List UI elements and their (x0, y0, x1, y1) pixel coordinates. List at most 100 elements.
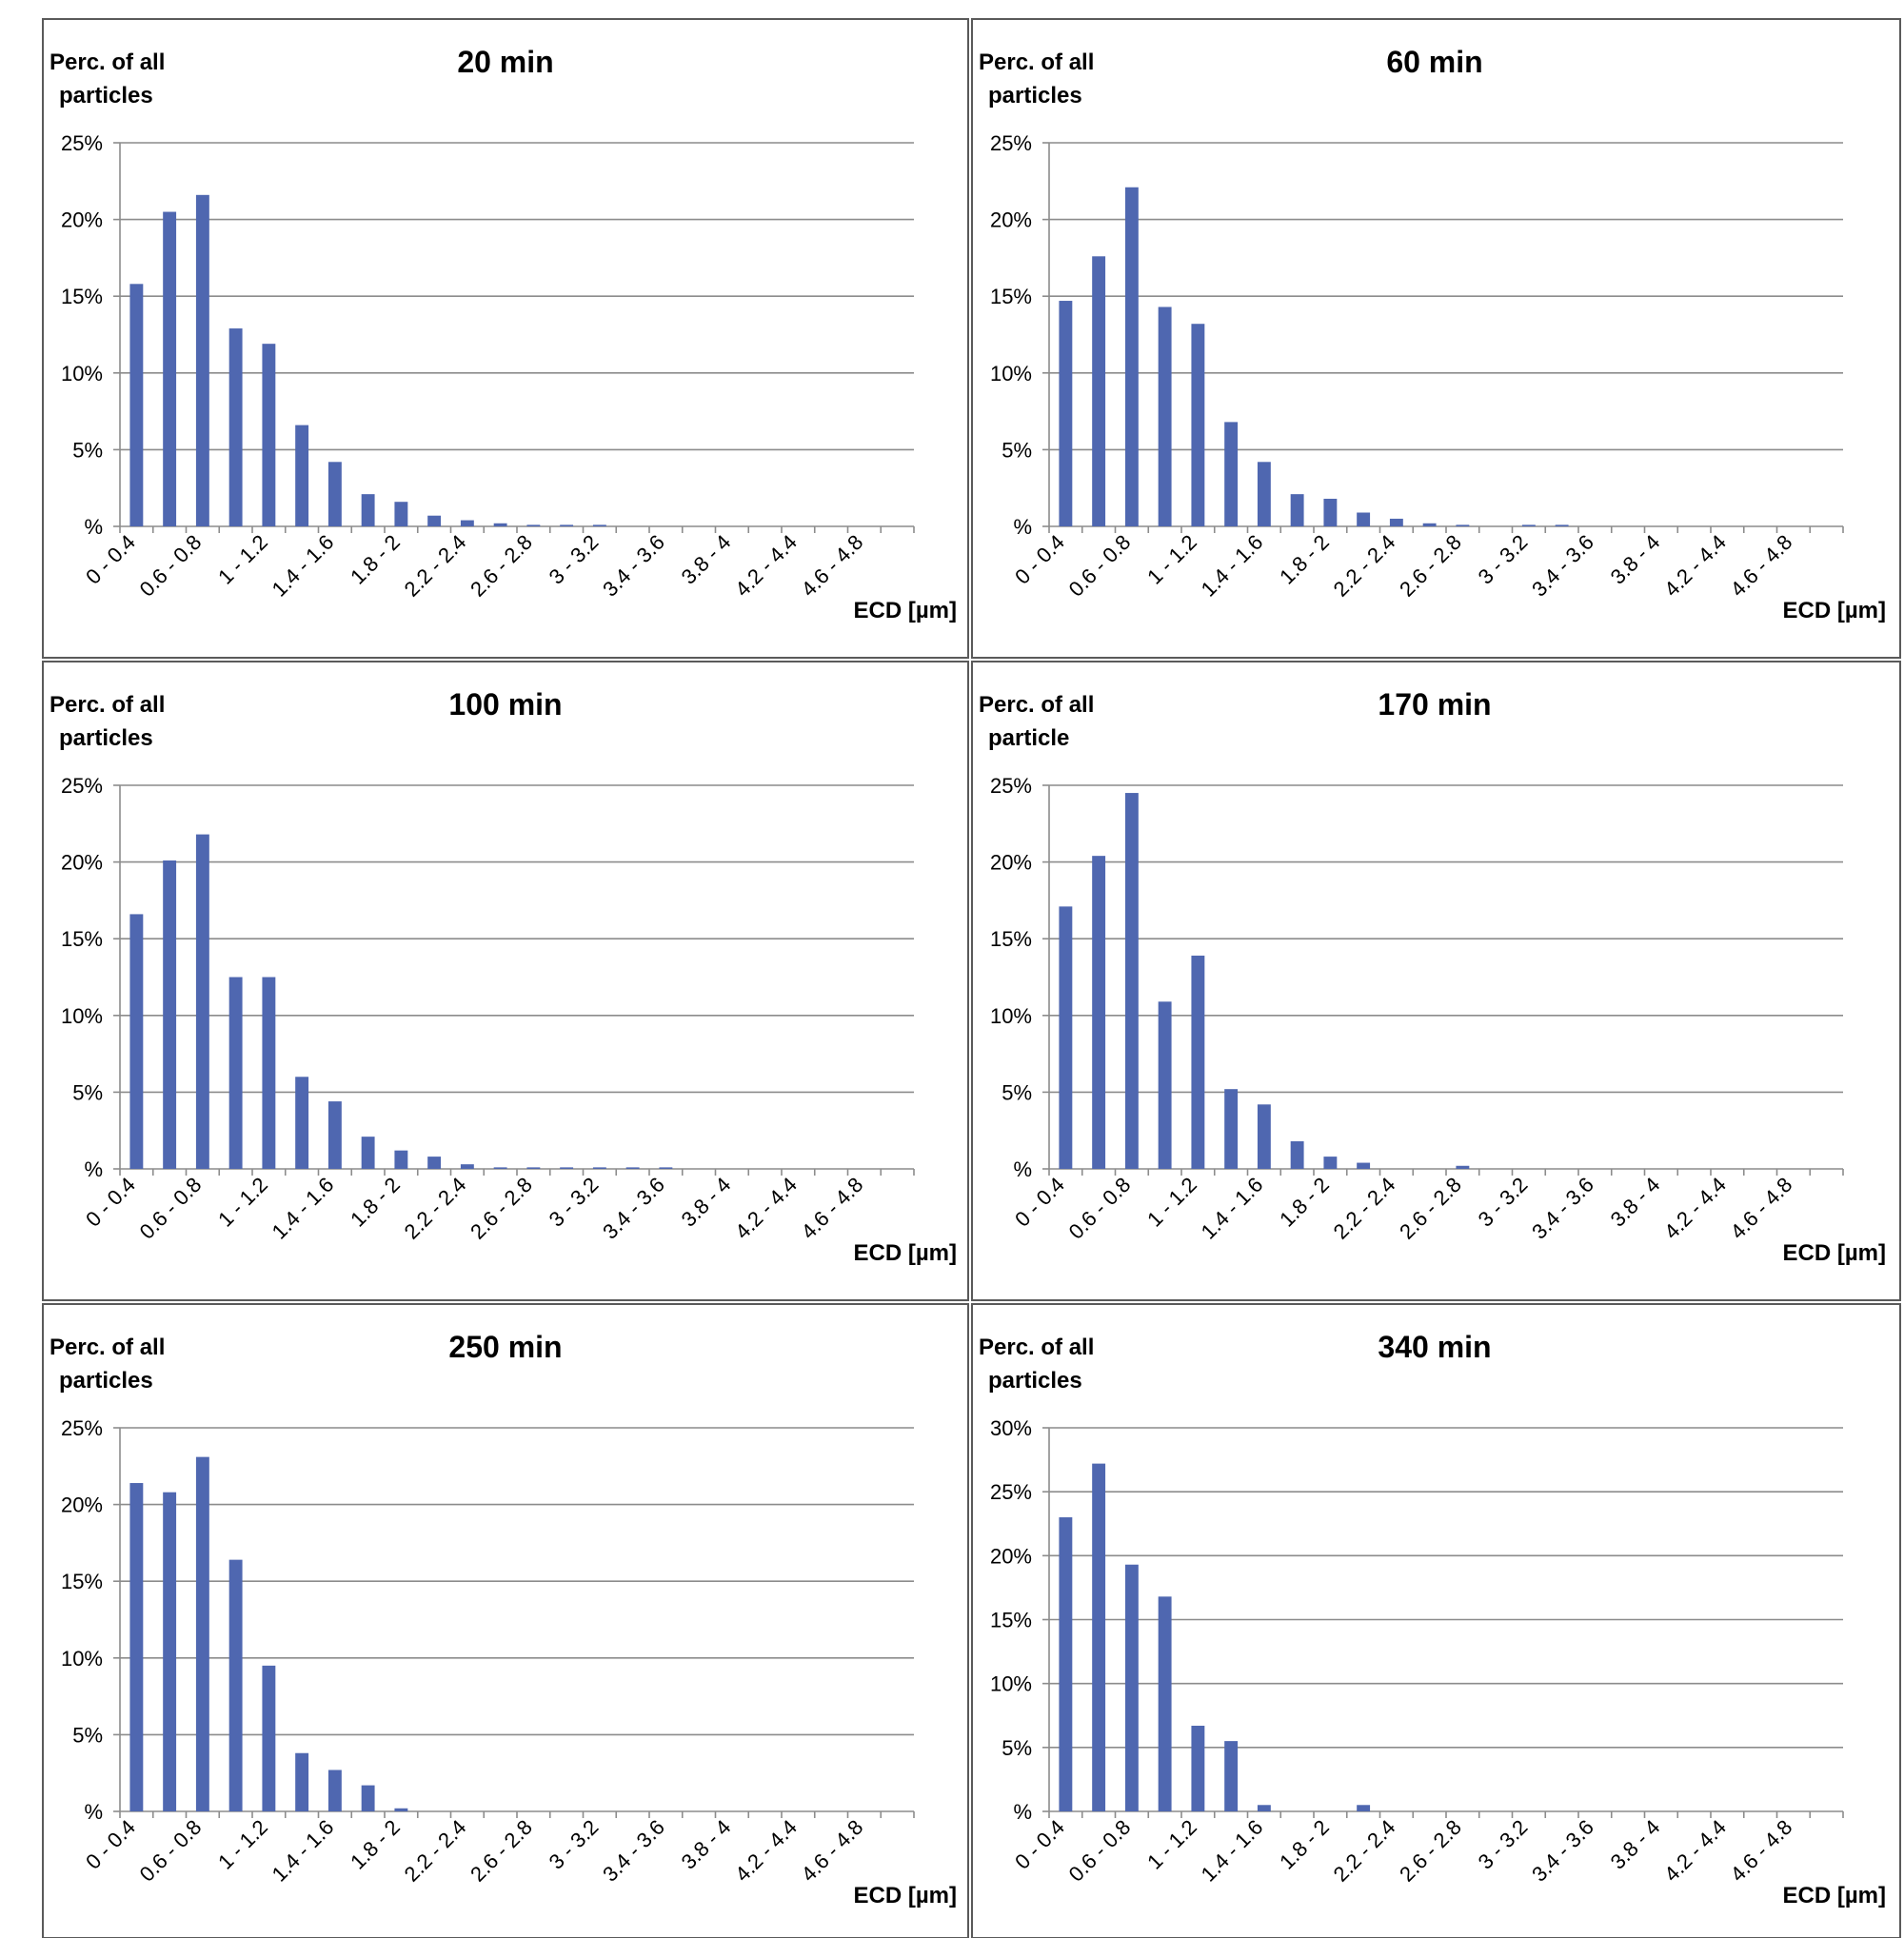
x-axis-label: ECD [µm] (1783, 598, 1887, 623)
bar (327, 1770, 342, 1811)
y-tick-label: 25% (61, 1416, 103, 1440)
bar (526, 524, 541, 526)
bar (1191, 324, 1205, 526)
chart-title: 340 min (1378, 1330, 1491, 1364)
bar (394, 502, 408, 526)
y-tick-label: 20% (990, 851, 1032, 875)
chart-title: 250 min (448, 1330, 562, 1364)
bar (327, 1101, 342, 1169)
y-tick-label: 10% (990, 1004, 1032, 1028)
y-tick-label: 5% (72, 1723, 103, 1747)
bar (1257, 462, 1271, 526)
bar (295, 1752, 309, 1811)
y-tick-label: 15% (61, 927, 103, 951)
bar (1389, 518, 1403, 526)
y-tick-label: 5% (1002, 438, 1032, 462)
bar (1323, 498, 1338, 526)
bar (460, 520, 474, 526)
bar (560, 1167, 574, 1169)
y-axis-label: Perc. of all particles (979, 1335, 1094, 1394)
bar (460, 1164, 474, 1169)
bar (163, 1492, 177, 1811)
bar (262, 1665, 276, 1811)
x-axis-label: ECD [µm] (1783, 1883, 1887, 1908)
bar (1092, 1463, 1106, 1811)
y-tick-label: 20% (61, 1493, 103, 1517)
y-tick-label: 25% (990, 131, 1032, 155)
bar (228, 977, 243, 1169)
bar (1124, 187, 1139, 527)
bar (1092, 256, 1106, 526)
bar (1158, 307, 1172, 526)
bar (1124, 793, 1139, 1169)
y-tick-label: 10% (990, 1672, 1032, 1696)
chart-panel: 20 min Perc. of all particles% 5% 10% 15% 20% 2… (42, 18, 969, 659)
bar (1257, 1104, 1271, 1169)
bar (1059, 301, 1073, 526)
bar (129, 1483, 144, 1811)
y-tick-label: 30% (990, 1416, 1032, 1440)
y-tick-label: 5% (1002, 1080, 1032, 1104)
y-axis-label: Perc. of all particles (50, 1335, 165, 1394)
bar (262, 977, 276, 1169)
bar (659, 1167, 673, 1169)
x-axis-label: ECD [µm] (1783, 1240, 1887, 1266)
x-axis-label: ECD [µm] (854, 598, 958, 623)
bar (262, 344, 276, 526)
bar (1521, 524, 1536, 526)
bar (394, 1150, 408, 1169)
y-axis-label: Perc. of all particle (979, 692, 1094, 751)
y-tick-label: 20% (61, 851, 103, 875)
bar (195, 194, 209, 527)
bar (1290, 494, 1304, 526)
y-tick-label: % (84, 1157, 103, 1181)
bar (427, 515, 442, 526)
bar (493, 1167, 507, 1169)
bar (1456, 524, 1470, 526)
y-tick-label: 5% (72, 438, 103, 462)
bar (129, 914, 144, 1169)
bar (361, 494, 375, 526)
bar (1092, 856, 1106, 1169)
y-tick-label: 20% (990, 1544, 1032, 1568)
bar (228, 328, 243, 526)
bar (1290, 1140, 1304, 1169)
chart-panel: 100 min Perc. of all particles% 5% 10% 15% 20%… (42, 661, 969, 1301)
y-tick-label: % (84, 515, 103, 539)
chart-panel: 340 min Perc. of all particles% 5% 10% 15% 20%… (971, 1303, 1901, 1938)
chart-panel: 250 min Perc. of all particles% 5% 10% 15% 20%… (42, 1303, 969, 1938)
chart-title: 100 min (448, 687, 562, 722)
y-tick-label: 15% (61, 1570, 103, 1593)
bar (228, 1559, 243, 1811)
y-tick-label: % (1013, 1800, 1032, 1824)
bar (1257, 1805, 1271, 1811)
bar (129, 284, 144, 526)
y-tick-label: 10% (61, 362, 103, 386)
bar (195, 1456, 209, 1811)
x-axis-label: ECD [µm] (854, 1883, 958, 1908)
bar (361, 1137, 375, 1169)
bar (625, 1167, 640, 1169)
bar (493, 523, 507, 526)
bar (560, 524, 574, 526)
y-axis-label: Perc. of all particles (50, 49, 165, 109)
y-tick-label: 25% (61, 774, 103, 798)
y-tick-label: 25% (990, 1480, 1032, 1504)
bar (1191, 1725, 1205, 1811)
chart-panel: 60 min Perc. of all particles% 5% 10% 15% 20% 2… (971, 18, 1901, 659)
bar (163, 860, 177, 1169)
bar (1357, 512, 1371, 526)
bar (1158, 1596, 1172, 1811)
chart-panel: 170 min Perc. of all particle% 5% 10% 15% 20% 2… (971, 661, 1901, 1301)
bar (394, 1808, 408, 1811)
bar (1158, 1001, 1172, 1169)
bar (1357, 1805, 1371, 1811)
bar (1224, 422, 1239, 526)
bar (427, 1157, 442, 1169)
y-axis-label: Perc. of all particles (50, 692, 165, 751)
bar (1555, 524, 1569, 526)
x-axis-label: ECD [µm] (854, 1240, 958, 1266)
bar (1422, 523, 1437, 526)
bar (1357, 1162, 1371, 1169)
